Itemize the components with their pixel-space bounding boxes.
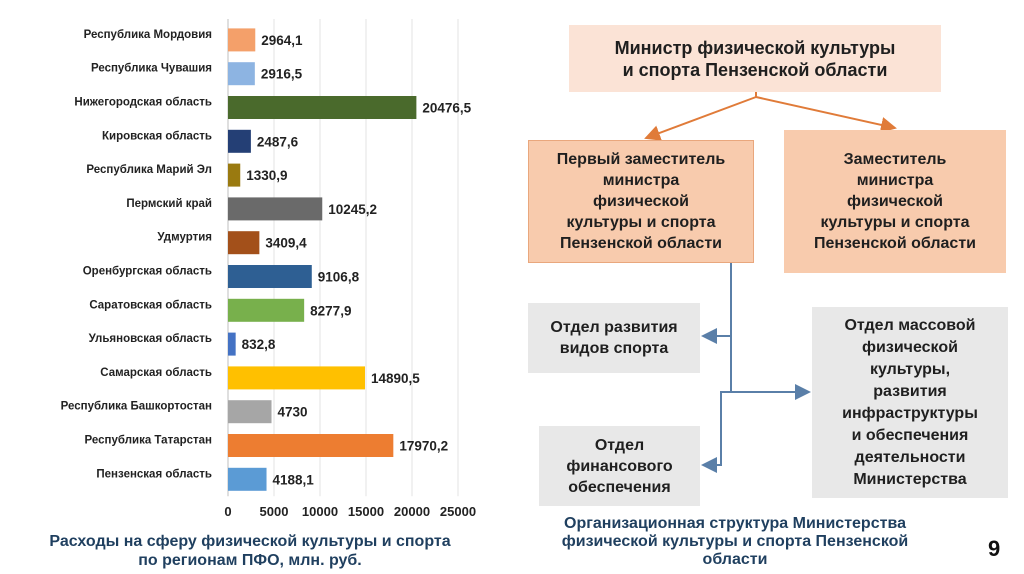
dept-mass-box: Отдел массовой физической культуры, разв…: [812, 307, 1008, 498]
category-label: Республика Татарстан: [85, 435, 213, 447]
category-label: Республика Марий Эл: [86, 164, 212, 176]
dept-finance-box: Отдел финансового обеспечения: [539, 426, 700, 506]
bar: [228, 400, 272, 424]
value-label: 4730: [278, 405, 308, 420]
value-label: 17970,2: [399, 439, 448, 454]
category-label: Кировская область: [102, 130, 212, 142]
arrow-to-first-deputy: [644, 96, 757, 141]
value-label: 2964,1: [261, 33, 303, 48]
bar: [228, 28, 256, 52]
deputy-box: Заместитель министра физической культуры…: [784, 130, 1006, 273]
org-caption-line: области: [702, 551, 768, 568]
bar: [228, 96, 417, 119]
value-label: 3409,4: [265, 236, 307, 251]
bar: [228, 129, 251, 153]
x-tick-label: 0: [224, 504, 231, 519]
dept-mass-label: Отдел массовой физической культуры, разв…: [842, 316, 978, 488]
category-label: Пермский край: [126, 198, 212, 210]
x-tick-label: 5000: [260, 504, 289, 519]
dept-finance-label: Отдел финансового обеспечения: [566, 436, 673, 496]
value-label: 1330,9: [246, 168, 287, 183]
category-label: Нижегородская область: [74, 97, 212, 109]
chart-caption-line: по регионам ПФО, млн. руб.: [138, 552, 362, 569]
first-deputy-box: Первый заместитель министра физической к…: [528, 140, 754, 263]
x-tick-label: 15000: [348, 504, 384, 519]
deputy-label: Заместитель министра физической культуры…: [813, 151, 976, 252]
bar: [228, 265, 312, 288]
minister-label: Министр физической культуры и спорта Пен…: [614, 37, 896, 80]
category-label: Самарская область: [100, 367, 212, 379]
page-number: 9: [988, 536, 1001, 561]
chart-caption: Расходы на сферу физической культуры и с…: [0, 532, 500, 570]
category-label: Республика Чувашия: [91, 63, 212, 75]
bar: [228, 434, 394, 457]
bar: [228, 467, 267, 491]
value-label: 20476,5: [422, 101, 471, 116]
dept-sport-label: Отдел развития видов спорта: [550, 319, 678, 357]
value-label: 14890,5: [371, 371, 420, 386]
value-label: 9106,8: [318, 270, 360, 285]
category-label: Республика Башкортостан: [61, 401, 212, 413]
bar: [228, 197, 323, 221]
category-label: Удмуртия: [157, 232, 212, 244]
value-label: 8277,9: [310, 303, 351, 318]
value-label: 4188,1: [273, 472, 315, 487]
bar: [228, 332, 236, 356]
value-label: 832,8: [242, 337, 276, 352]
value-label: 2487,6: [257, 134, 299, 149]
category-label: Ульяновская область: [89, 333, 212, 345]
x-tick-label: 20000: [394, 504, 430, 519]
org-caption-line: Организационная структура Министерства: [564, 515, 906, 532]
bar: [228, 298, 305, 322]
bar: [228, 163, 241, 187]
chart-bars: [228, 28, 417, 491]
chart-category-labels: Республика Мордовия Республика Чувашия Ниж…: [61, 29, 212, 480]
category-label: Саратовская область: [89, 299, 212, 311]
bar: [228, 366, 365, 390]
bar-chart: Республика Мордовия Республика Чувашия Ниж…: [61, 19, 476, 519]
chart-x-tick-labels: 0 5000 10000 15000 20000 25000: [224, 504, 476, 519]
bar: [228, 231, 260, 255]
chart-value-labels: 2964,1 2916,5 20476,5 2487,6 1330,9 10245,2 34…: [242, 33, 472, 487]
x-tick-label: 10000: [302, 504, 338, 519]
bar: [228, 62, 255, 86]
category-label: Пензенская область: [96, 468, 212, 480]
arrow-to-dept-finance: [701, 391, 731, 473]
category-label: Оренбургская область: [83, 266, 212, 278]
first-deputy-label: Первый заместитель министра физической к…: [556, 151, 726, 252]
category-label: Республика Мордовия: [84, 29, 212, 41]
org-caption-line: физической культуры и спорта Пензенской: [561, 533, 909, 550]
minister-box: Министр физической культуры и спорта Пен…: [569, 25, 941, 92]
arrow-to-deputy: [755, 96, 897, 133]
org-chart-caption: Организационная структура Министерства ф…: [520, 515, 950, 569]
dept-sport-box: Отдел развития видов спорта: [528, 303, 700, 373]
value-label: 2916,5: [261, 67, 303, 82]
x-tick-label: 25000: [440, 504, 476, 519]
value-label: 10245,2: [328, 202, 377, 217]
chart-caption-line: Расходы на сферу физической культуры и с…: [49, 533, 451, 550]
